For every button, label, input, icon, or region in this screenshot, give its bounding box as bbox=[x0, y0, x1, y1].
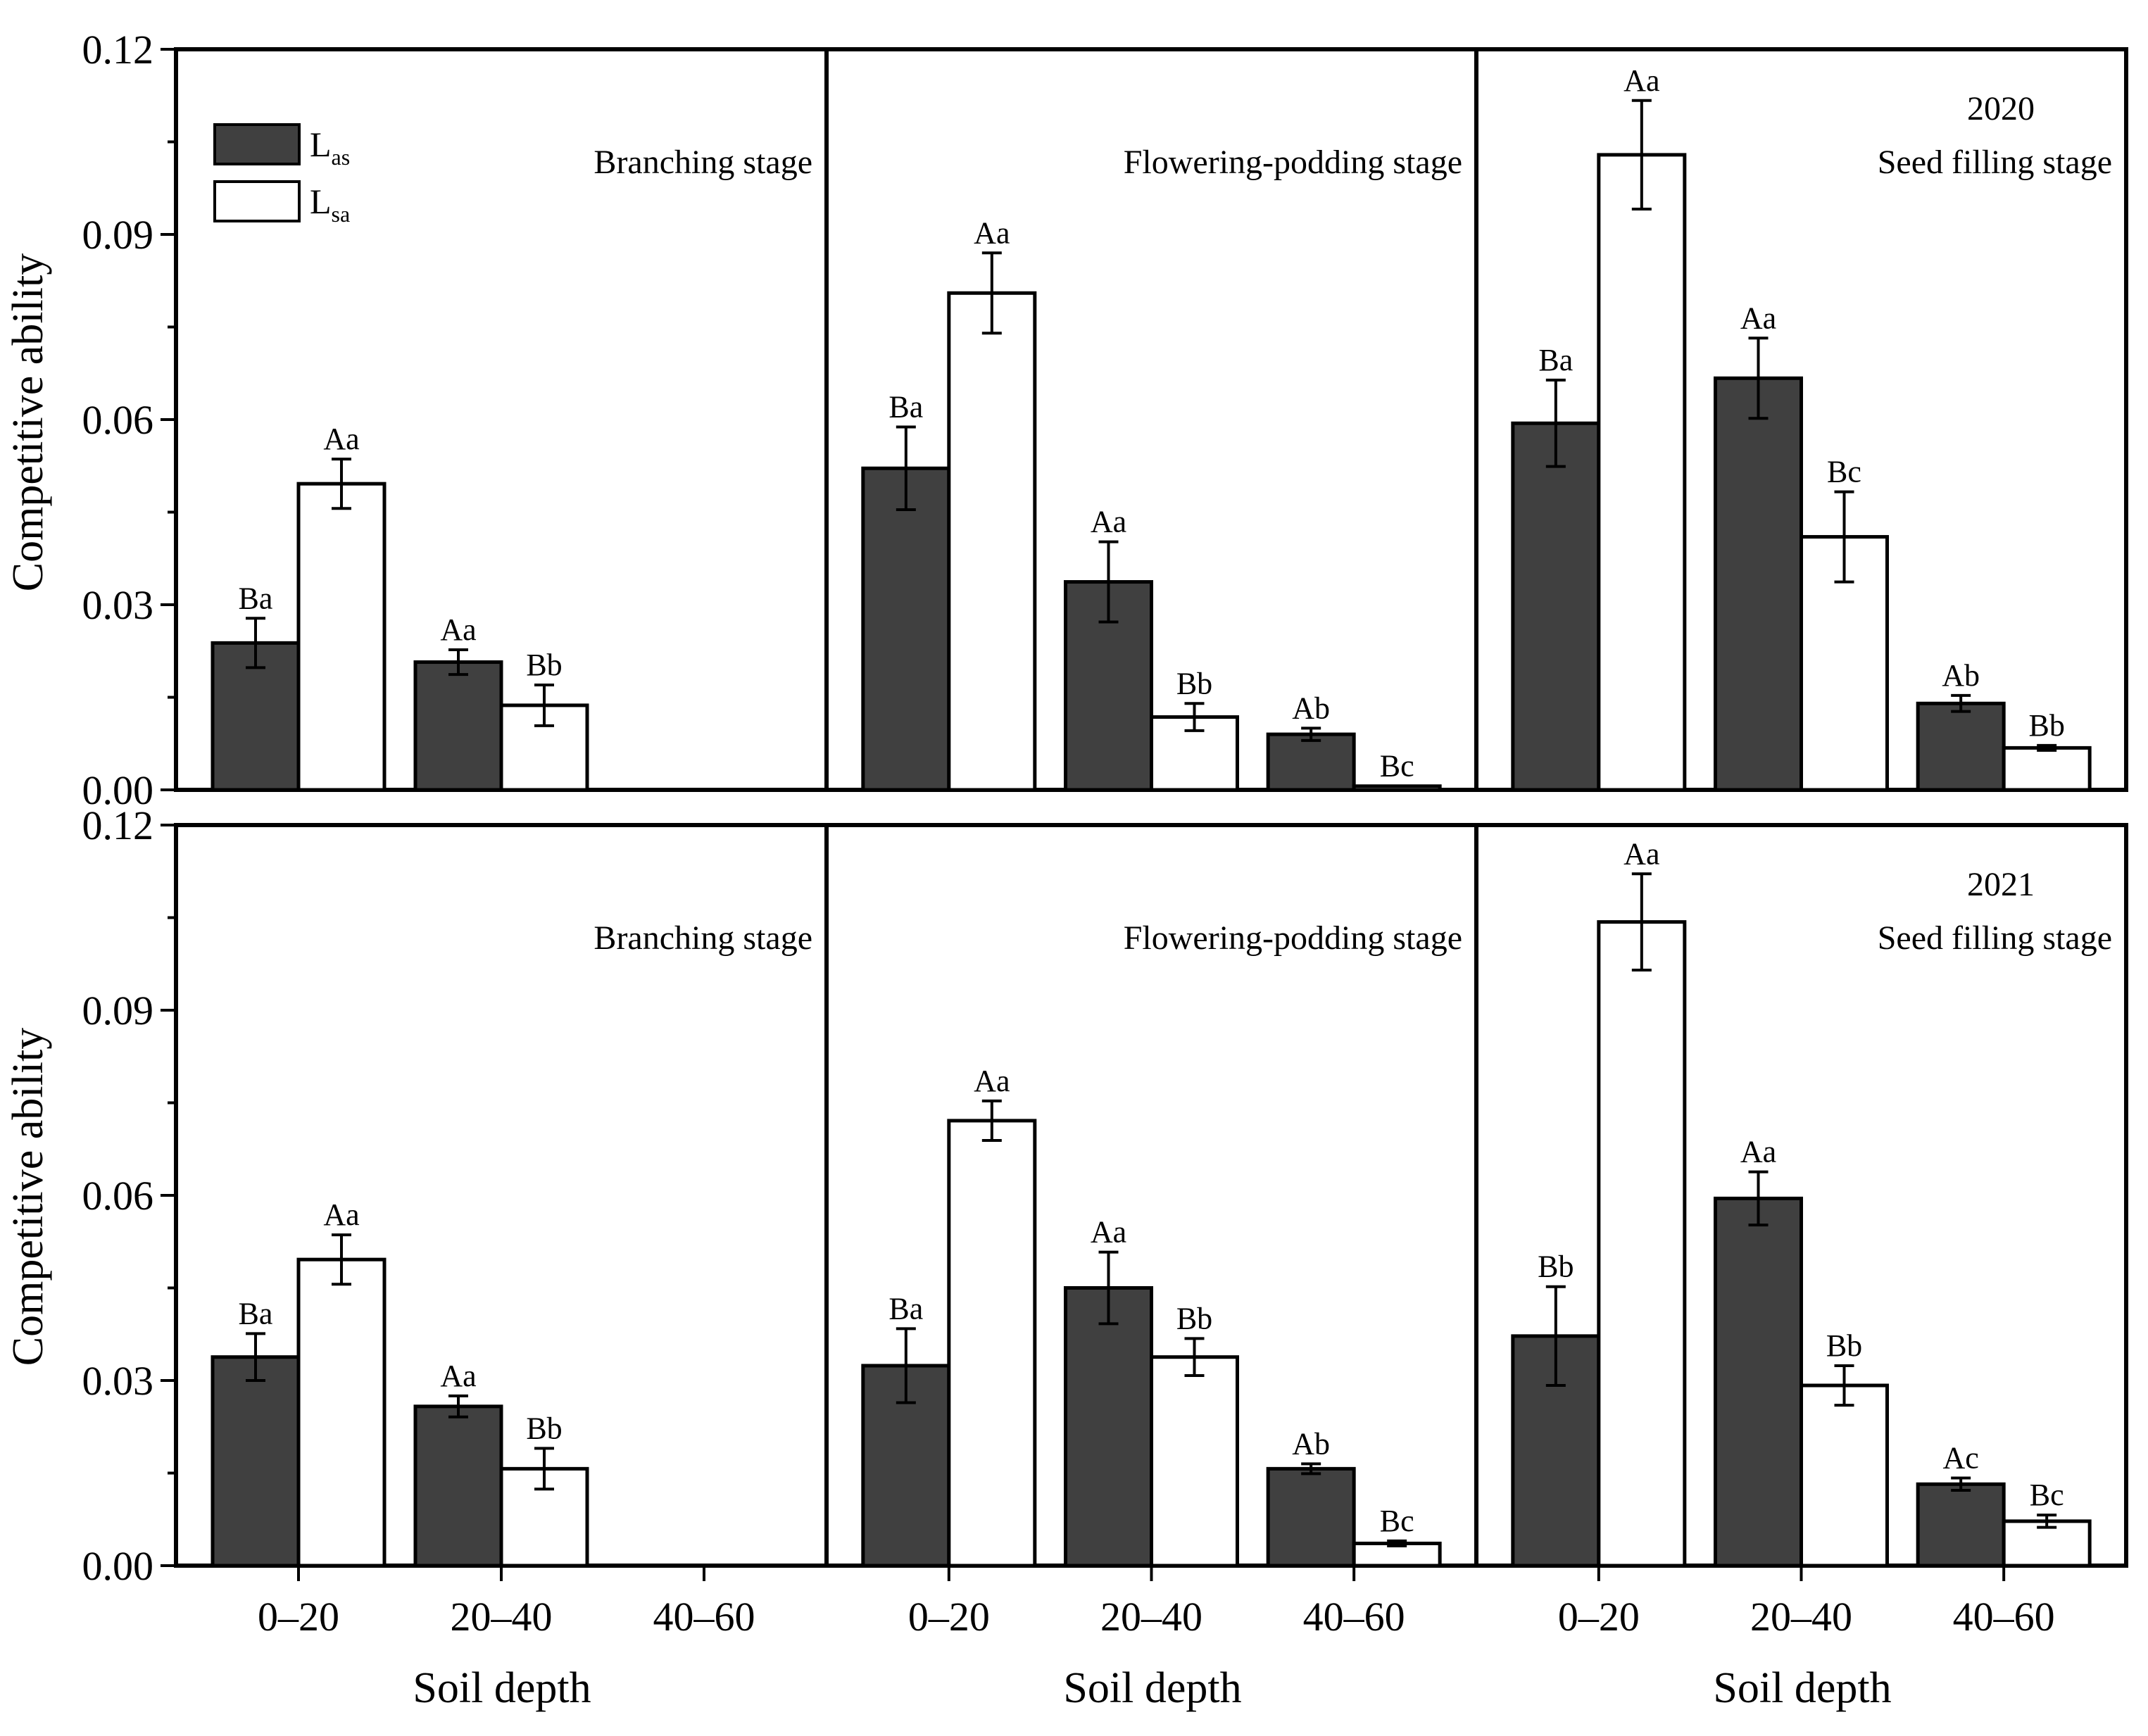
x-tick-label: 40–60 bbox=[1303, 1594, 1405, 1640]
year-label: 2020 bbox=[1967, 90, 2035, 127]
significance-label: Ab bbox=[1292, 1426, 1330, 1461]
bar-lsa bbox=[1800, 535, 1889, 792]
y-tick-label: 0.06 bbox=[82, 397, 154, 443]
bar-lsa bbox=[296, 1257, 387, 1568]
bar-las bbox=[413, 660, 503, 792]
stage-label: Seed filling stage bbox=[1878, 919, 2112, 957]
significance-label: Aa bbox=[974, 1064, 1010, 1098]
x-tick-label: 20–40 bbox=[1100, 1594, 1202, 1640]
significance-label: Bc bbox=[2030, 1478, 2064, 1512]
stage-label: Branching stage bbox=[593, 919, 812, 957]
significance-label: Aa bbox=[440, 612, 476, 647]
significance-label: Bb bbox=[2028, 708, 2064, 743]
bar-las bbox=[211, 1355, 301, 1568]
y-tick-label: 0.12 bbox=[82, 803, 154, 848]
legend-sub-lsa: sa bbox=[332, 201, 351, 227]
significance-label: Aa bbox=[1740, 1135, 1776, 1169]
significance-label: Ba bbox=[239, 581, 273, 615]
legend-swatch-lsa bbox=[213, 180, 301, 222]
significance-label: Bc bbox=[1380, 749, 1414, 784]
y-tick-label: 0.00 bbox=[82, 767, 154, 813]
bar-las bbox=[1266, 732, 1356, 792]
significance-label: Aa bbox=[1091, 1215, 1126, 1250]
year-label: 2021 bbox=[1967, 866, 2035, 903]
stage-label: Branching stage bbox=[593, 144, 812, 181]
significance-label: Ba bbox=[239, 1296, 273, 1331]
legend-label-lsa: L bbox=[310, 182, 332, 221]
bar-las bbox=[1714, 1196, 1803, 1568]
legend-sub-las: as bbox=[332, 144, 351, 170]
stage-label: Flowering-podding stage bbox=[1124, 919, 1462, 957]
significance-label: Aa bbox=[1623, 63, 1659, 98]
significance-label: Aa bbox=[440, 1359, 476, 1393]
bar-lsa bbox=[1800, 1383, 1889, 1568]
y-tick-label: 0.00 bbox=[82, 1543, 154, 1589]
y-axis-title-top: Competitive ability bbox=[4, 253, 52, 591]
significance-label: Ab bbox=[1942, 658, 1980, 693]
significance-label: Aa bbox=[1091, 505, 1126, 539]
significance-label: Ac bbox=[1943, 1441, 1979, 1476]
x-axis-title-1: Soil depth bbox=[413, 1664, 591, 1712]
bar-las bbox=[1511, 421, 1601, 792]
stage-label: Flowering-podding stage bbox=[1124, 144, 1462, 181]
bar-lsa bbox=[947, 291, 1037, 792]
significance-label: Aa bbox=[974, 215, 1010, 250]
significance-label: Ba bbox=[888, 1291, 923, 1326]
significance-label: Ba bbox=[888, 390, 923, 424]
x-tick-label: 0–20 bbox=[258, 1594, 339, 1640]
x-tick-label: 20–40 bbox=[1750, 1594, 1852, 1640]
svg-text:Lsa: Lsa bbox=[310, 182, 350, 227]
bar-lsa bbox=[1597, 920, 1687, 1568]
bar-lsa bbox=[296, 482, 387, 792]
legend: Las Lsa bbox=[213, 123, 350, 227]
x-tick-label: 40–60 bbox=[1953, 1594, 2055, 1640]
bar-lsa bbox=[1150, 1355, 1239, 1568]
y-tick-label: 0.03 bbox=[82, 582, 154, 628]
y-tick-label: 0.06 bbox=[82, 1173, 154, 1219]
significance-label: Bc bbox=[1827, 455, 1861, 489]
legend-label-las: L bbox=[310, 125, 332, 164]
bar-lsa bbox=[947, 1119, 1037, 1568]
svg-text:Las: Las bbox=[310, 125, 350, 170]
x-tick-label: 0–20 bbox=[1558, 1594, 1640, 1640]
y-tick-label: 0.12 bbox=[82, 27, 154, 73]
y-axis-title-bottom: Competitive ability bbox=[4, 1028, 52, 1366]
y-tick-label: 0.03 bbox=[82, 1358, 154, 1404]
significance-label: Aa bbox=[323, 422, 359, 456]
significance-label: Aa bbox=[1623, 836, 1659, 871]
bar-las bbox=[1064, 1286, 1153, 1568]
x-tick-label: 0–20 bbox=[908, 1594, 990, 1640]
y-tick-label: 0.09 bbox=[82, 988, 154, 1033]
significance-label: Bc bbox=[1380, 1504, 1414, 1538]
bar-las bbox=[1916, 701, 2006, 792]
bar-lsa bbox=[1352, 784, 1442, 792]
significance-label: Bb bbox=[526, 1411, 562, 1445]
x-axis-title-2: Soil depth bbox=[1063, 1664, 1241, 1712]
bar-las bbox=[1714, 376, 1803, 792]
significance-label: Bb bbox=[526, 648, 562, 682]
x-axis-title-3: Soil depth bbox=[1713, 1664, 1891, 1712]
bar-las bbox=[1266, 1466, 1356, 1568]
bar-lsa bbox=[1597, 153, 1687, 792]
significance-label: Ba bbox=[1538, 343, 1573, 377]
bar-lsa bbox=[2002, 746, 2092, 792]
plot-area: 0.00 0.03 0.06 0.09 0.12 Branching stage Ba Aa A… bbox=[82, 27, 2128, 1640]
significance-label: Bb bbox=[1176, 666, 1212, 700]
significance-label: Bb bbox=[1538, 1250, 1574, 1284]
significance-label: Bb bbox=[1826, 1328, 1862, 1363]
significance-label: Aa bbox=[323, 1197, 359, 1232]
significance-label: Aa bbox=[1740, 301, 1776, 335]
x-tick-label: 20–40 bbox=[451, 1594, 553, 1640]
bar-las bbox=[861, 466, 951, 792]
significance-label: Ab bbox=[1292, 691, 1330, 725]
stage-label: Seed filling stage bbox=[1878, 144, 2112, 181]
significance-label: Bb bbox=[1176, 1301, 1212, 1335]
y-tick-label: 0.09 bbox=[82, 212, 154, 258]
bar-las bbox=[413, 1404, 503, 1568]
legend-swatch-las bbox=[213, 123, 301, 165]
x-tick-label: 40–60 bbox=[653, 1594, 755, 1640]
bar-las bbox=[1916, 1482, 2006, 1568]
